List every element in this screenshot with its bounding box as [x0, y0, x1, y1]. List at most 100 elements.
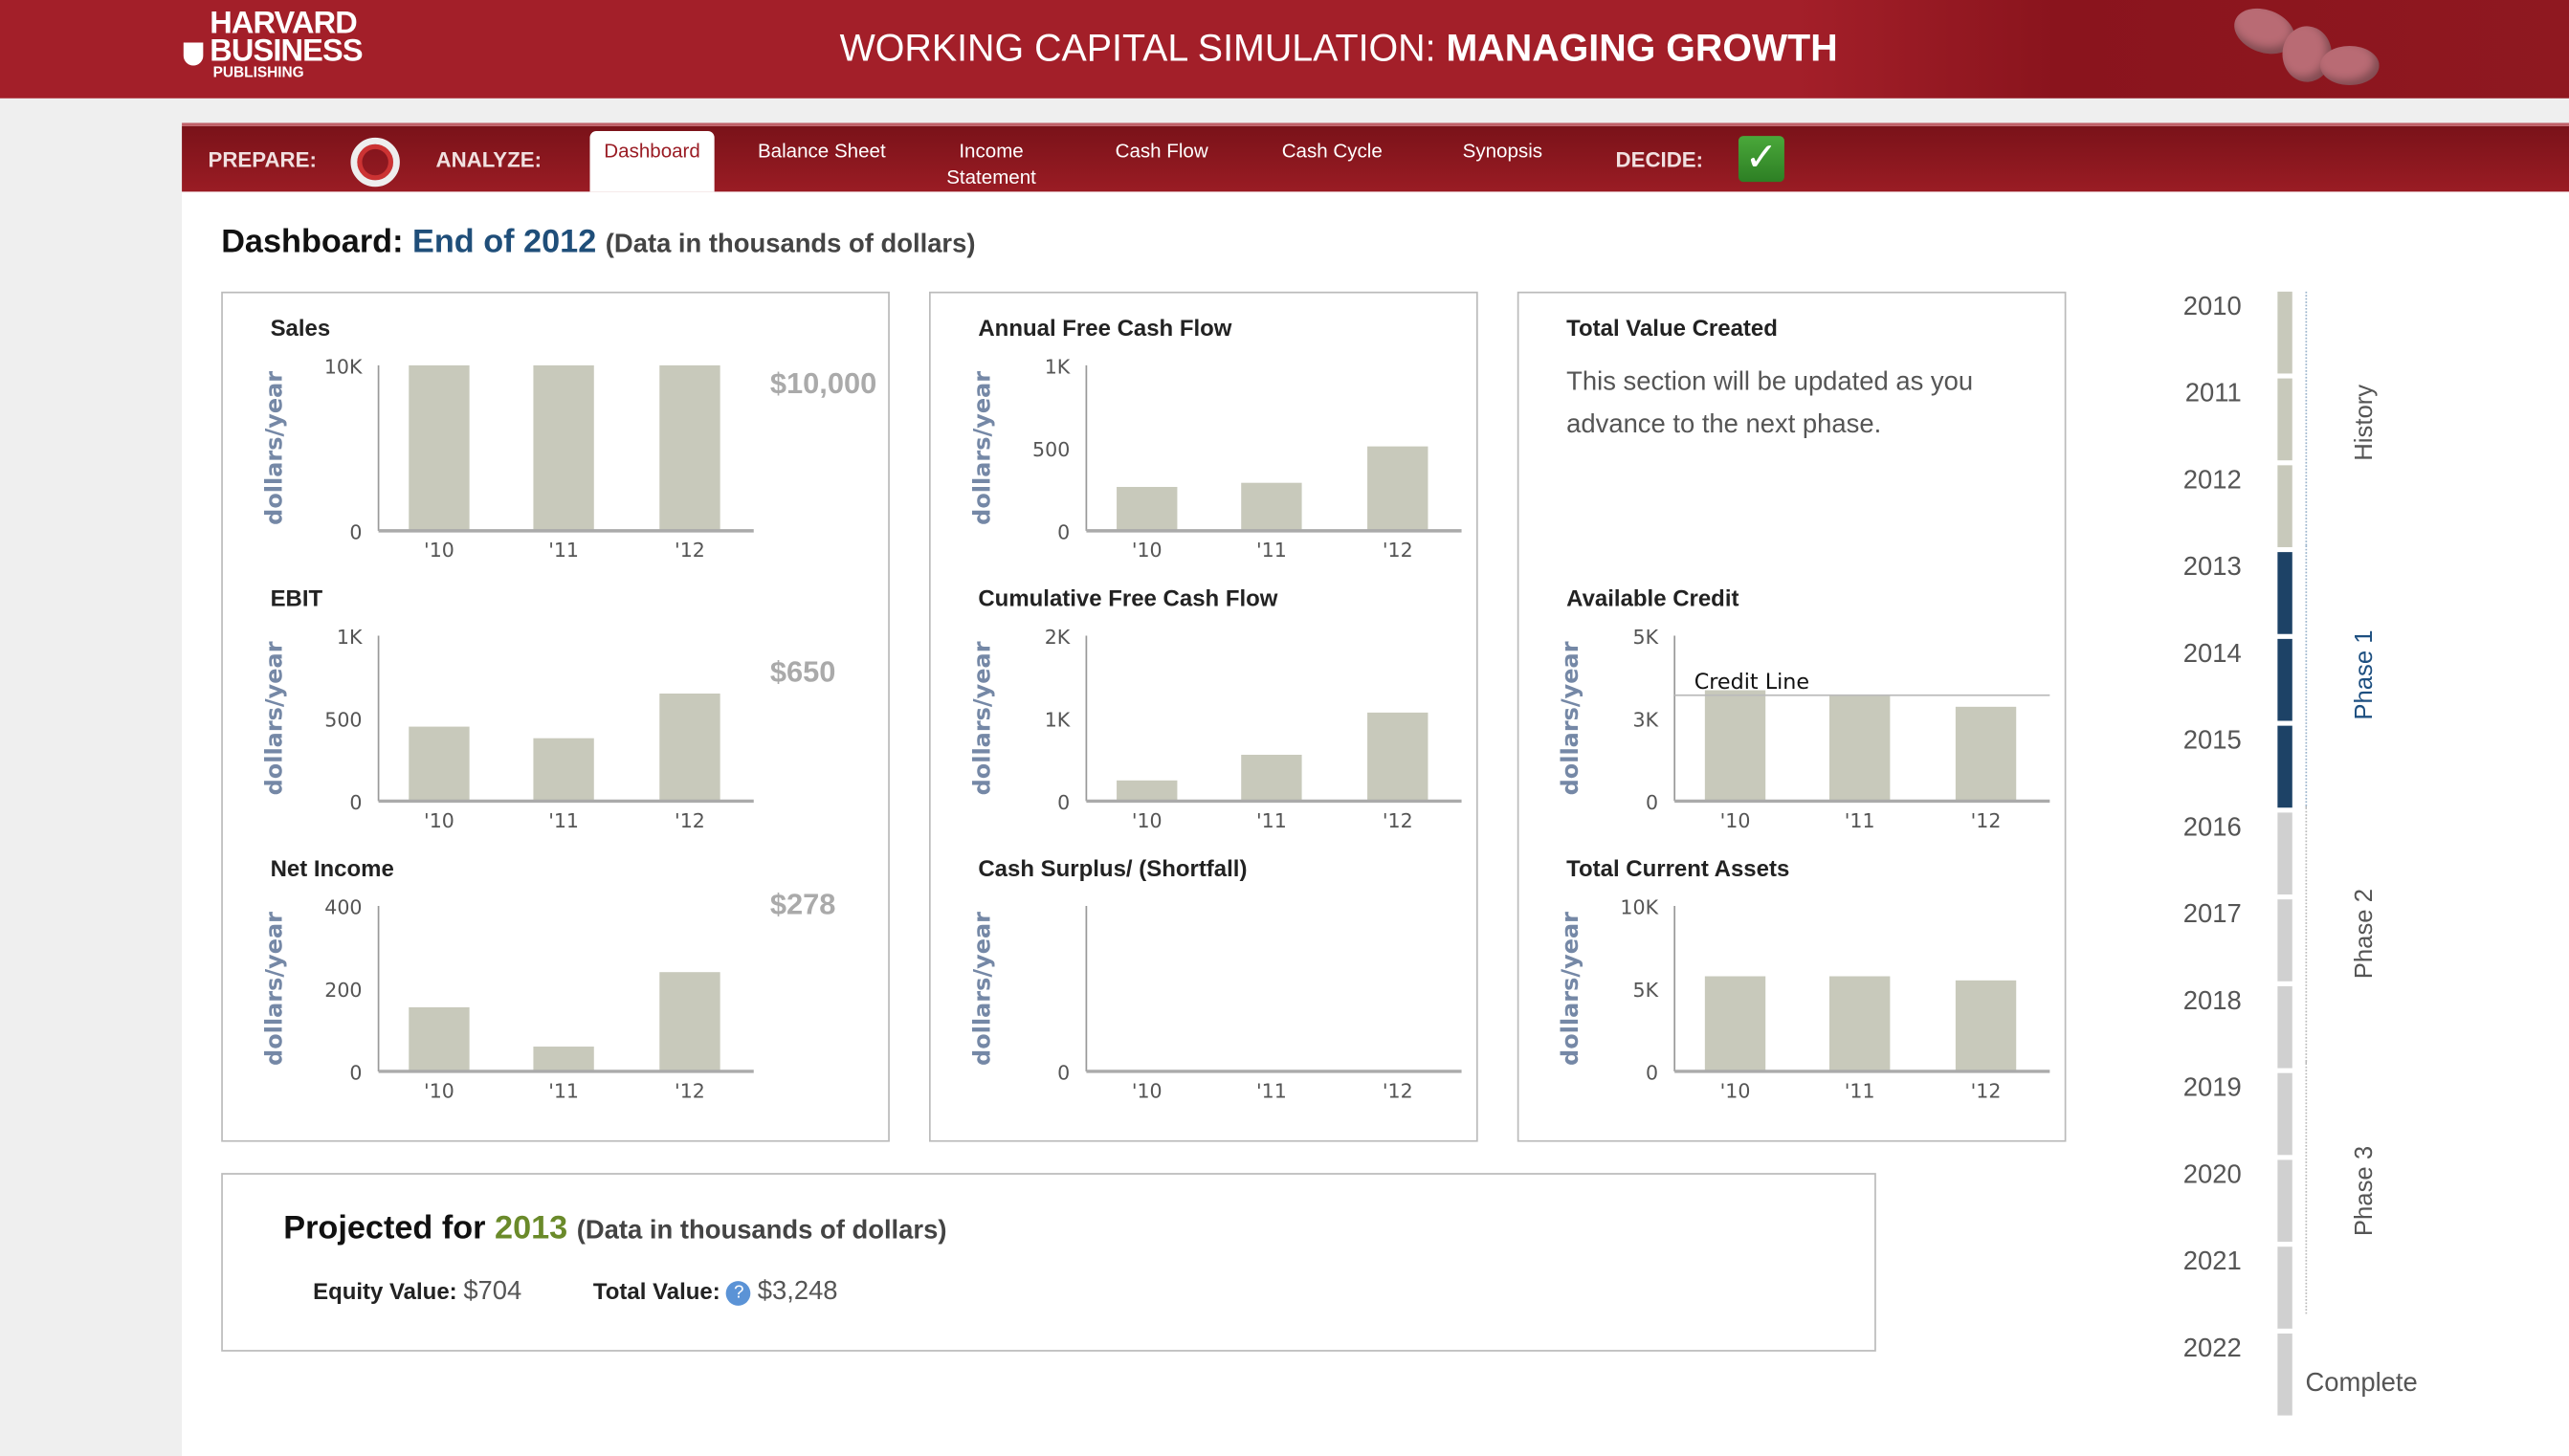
panel-value: Total Value Created This section will be…: [1517, 291, 2067, 1142]
timeline-year: 2022: [2182, 1335, 2242, 1363]
sales-chart: dollars/year 0 10K '10 '11 '12: [261, 355, 754, 562]
question-icon[interactable]: ?: [726, 1281, 752, 1306]
x-tick-label: '11: [548, 539, 579, 562]
phase-label: Phase 2: [2350, 888, 2379, 980]
x-tick-label: '10: [424, 539, 454, 562]
lifebuoy-icon[interactable]: [350, 137, 400, 188]
bar-11: [1241, 482, 1302, 531]
bar-10: [409, 726, 470, 802]
tab-label: Income: [959, 139, 1024, 163]
cash-surplus-shortfall-title: Cash Surplus/ (Shortfall): [978, 854, 1248, 882]
tab-label: Dashboard: [604, 139, 700, 163]
y-axis-label: dollars/year: [261, 912, 288, 1066]
bar-10: [409, 364, 470, 531]
annual-free-cash-flow-chart: dollars/year 0 500 1K '10 '11 '12: [968, 355, 1462, 562]
x-tick-label: '11: [1256, 539, 1287, 562]
equity-amount: $704: [463, 1277, 522, 1306]
tab-label: Statement: [946, 165, 1036, 188]
timeline-year: 2021: [2182, 1247, 2242, 1277]
y-tick-label: 0: [1057, 520, 1070, 543]
phase-label: Phase 1: [2350, 629, 2379, 720]
tab-cash-flow[interactable]: Cash Flow: [1099, 138, 1224, 164]
projected-title-text: Projected for: [283, 1210, 496, 1247]
y-axis-label: dollars/year: [261, 641, 288, 795]
cumulative-free-cash-flow-chart: dollars/year 0 1K 2K '10 '11 '12: [968, 626, 1462, 832]
pills-graphic: [2226, 0, 2381, 88]
available-credit-title: Available Credit: [1566, 585, 1739, 611]
panel-income: Sales $10,000 dollars/year 0 10K '10 '11 '12 EBI…: [221, 291, 890, 1142]
y-axis-label: dollars/year: [1557, 912, 1583, 1066]
y-tick-label: 0: [349, 1062, 362, 1085]
y-tick-label: 0: [1646, 791, 1658, 814]
tab-label: Synopsis: [1462, 139, 1543, 163]
page-subtitle: (Data in thousands of dollars): [605, 231, 976, 259]
net-income-value: $278: [769, 888, 836, 921]
y-tick-label: 0: [349, 791, 362, 814]
cumulative-free-cash-flow-title: Cumulative Free Cash Flow: [978, 585, 1278, 611]
x-tick-label: '11: [1256, 1079, 1287, 1102]
x-tick-label: '10: [1132, 539, 1163, 562]
x-tick-label: '11: [1845, 809, 1875, 832]
y-axis-label: dollars/year: [968, 371, 995, 525]
total-current-assets-chart: dollars/year 0 5K 10K '10 '11 '12: [1557, 896, 2050, 1102]
equity-value: Equity Value: $704: [313, 1278, 521, 1308]
decide-label: DECIDE:: [1615, 147, 1704, 172]
total-value-created-text: This section will be updated as you adva…: [1566, 368, 1974, 439]
x-tick-label: '12: [675, 539, 705, 562]
y-tick-label: 0: [1057, 791, 1070, 814]
y-tick-label: 1K: [337, 626, 363, 649]
tab-income-statement[interactable]: Income Statement: [926, 138, 1057, 190]
bar-12: [1955, 706, 2017, 802]
y-tick-label: 2K: [1045, 626, 1071, 649]
bar-12: [659, 693, 720, 802]
bar-12: [659, 364, 720, 531]
app-title: WORKING CAPITAL SIMULATION: MANAGING GRO…: [0, 26, 2569, 70]
tab-balance-sheet[interactable]: Balance Sheet: [743, 138, 899, 164]
analyze-label: ANALYZE:: [435, 147, 543, 172]
tab-synopsis[interactable]: Synopsis: [1444, 138, 1561, 164]
phase-divider: [2305, 1061, 2308, 1314]
total-value-created-title: Total Value Created: [1566, 314, 1778, 342]
x-tick-label: '12: [675, 1079, 705, 1102]
x-tick-label: '10: [1720, 1079, 1751, 1102]
timeline-year: 2013: [2182, 553, 2242, 582]
timeline-bar-2013: [2277, 552, 2292, 634]
header-banner: HARVARD BUSINESS PUBLISHING WORKING CAPI…: [0, 0, 2569, 99]
y-tick-label: 5K: [1633, 979, 1659, 1002]
y-tick-label: 1K: [1045, 708, 1071, 731]
cash-surplus-shortfall-chart: dollars/year 0 '10 '11 '12: [968, 906, 1462, 1102]
y-tick-label: 200: [324, 979, 362, 1002]
total-value: Total Value: ? $3,248: [593, 1278, 838, 1308]
tab-cash-cycle[interactable]: Cash Cycle: [1267, 138, 1398, 164]
x-tick-label: '10: [1720, 809, 1751, 832]
bar-12: [1955, 980, 2017, 1071]
projected-year: 2013: [495, 1210, 568, 1247]
x-tick-label: '12: [1383, 539, 1413, 562]
checkmark-icon[interactable]: ✓: [1738, 136, 1784, 183]
sales-value: $10,000: [769, 366, 877, 400]
ebit-chart: dollars/year 0 500 1K '10 '11 '12: [261, 626, 754, 832]
bar-11: [1829, 976, 1891, 1071]
tab-dashboard[interactable]: Dashboard: [589, 131, 715, 192]
available-credit-chart: dollars/year 0 3K 5K Credit Line '10 '11 '12: [1557, 626, 2050, 832]
timeline-year: 2012: [2182, 467, 2242, 496]
y-tick-label: 10K: [324, 355, 363, 378]
y-tick-label: 500: [1032, 438, 1070, 461]
timeline-bar-2012: [2277, 465, 2292, 547]
y-tick-label: 0: [1646, 1062, 1658, 1085]
y-tick-label: 10K: [1620, 896, 1658, 919]
prepare-label: PREPARE:: [208, 147, 317, 172]
sales-title: Sales: [270, 314, 331, 342]
bar-10: [1704, 690, 1766, 802]
bar-11: [1829, 695, 1891, 802]
timeline-bar-2016: [2277, 812, 2292, 895]
bar-10: [1117, 780, 1178, 802]
bar-11: [1241, 754, 1302, 802]
logo-line: PUBLISHING: [212, 63, 304, 80]
hbp-logo: HARVARD BUSINESS PUBLISHING: [183, 9, 364, 80]
app-title-regular: WORKING CAPITAL SIMULATION:: [839, 26, 1447, 69]
timeline-bar-2020: [2277, 1159, 2292, 1243]
y-axis-label: dollars/year: [968, 912, 995, 1066]
projected-panel: Projected for 2013 (Data in thousands of…: [221, 1173, 1876, 1352]
